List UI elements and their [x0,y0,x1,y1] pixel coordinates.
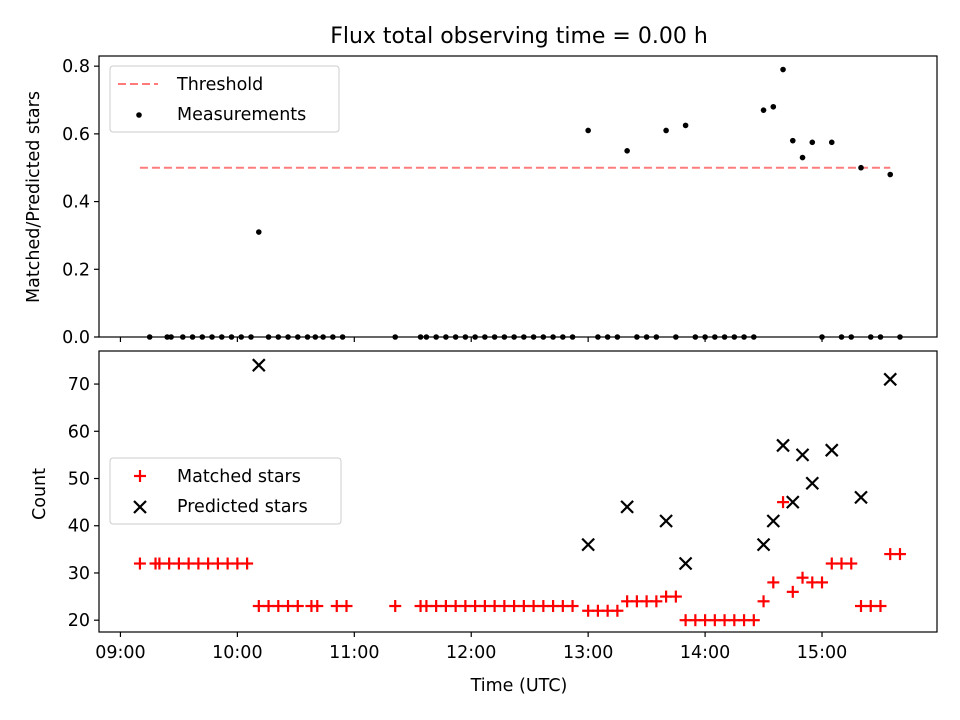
top-ytick-label: 0.6 [62,125,90,145]
matched-star-point [845,557,858,570]
bottom-panel: 20 30 40 50 60 70 09:00 10:00 11:00 12:00 13:00 14… [30,350,938,696]
measurement-point [256,229,262,235]
predicted-star-point [766,514,781,528]
measurement-point [585,127,591,134]
measurement-point [682,122,689,129]
predicted-star-point [756,537,771,552]
top-ytick-label: 0.8 [62,57,90,77]
matched-star-point [777,496,790,509]
bottom-ylabel: Count [30,468,50,520]
top-ylabel: Matched/Predicted stars [24,91,44,303]
predicted-star-point [795,448,810,462]
legend-measurement-swatch [136,112,142,118]
legend-predicted-label: Predicted stars [177,497,308,517]
bottom-ytick-label: 60 [68,422,90,442]
x-tick-label: 12:00 [446,643,496,663]
x-tick-label: 15:00 [797,643,847,663]
bottom-axes-frame [98,350,938,633]
matched-star-point [611,604,624,617]
measurement-point [858,164,864,171]
x-tick-label: 14:00 [680,643,730,663]
matched-star-point [796,571,809,584]
bottom-ytick-label: 40 [68,517,90,537]
top-axes-frame [98,55,938,338]
matched-star-point [874,600,887,613]
matched-star-point [133,557,146,570]
predicted-star-point [659,514,673,528]
measurement-point [663,127,669,134]
matched-star-point [389,600,402,613]
matched-star-point [786,585,799,598]
measurement-point [780,66,786,73]
legend-threshold-label: Threshold [176,75,263,95]
top-panel: 0.00.20.40.60.8 Matched/Predicted stars … [24,55,938,348]
legend-measurements-label: Measurements [177,105,306,125]
bottom-legend: Matched stars Predicted stars [109,457,342,525]
bottom-ytick-label: 20 [68,611,90,631]
matched-star-point [816,576,829,589]
matched-star-point [669,590,682,603]
measurement-point [887,171,894,178]
x-tick-label: 11:00 [329,643,379,663]
predicted-star-point [620,500,634,514]
top-legend: Threshold Measurements [109,65,340,133]
matched-star-point [566,600,579,613]
matched-star-point [747,614,760,627]
matched-star-point [650,595,663,608]
top-legend-box [109,65,340,133]
predicted-star-point [252,358,266,372]
measurement-point [770,103,777,110]
x-tick-label: 13:00 [563,643,613,663]
matched-star-point [893,548,906,561]
matched-star-point [241,557,254,570]
bottom-ytick-label: 30 [68,564,90,584]
matched-star-point [767,576,780,589]
bottom-ytick-label: 50 [68,470,90,490]
matched-star-point [340,600,353,613]
measurement-point [789,137,796,144]
measurement-point [809,139,816,146]
matched-star-point [291,600,304,613]
x-tick-label: 10:00 [212,643,262,663]
legend-matched-label: Matched stars [177,467,301,487]
matched-star-point [757,595,770,608]
predicted-star-point [824,443,839,457]
legend-predicted-swatch [133,500,147,514]
predicted-star-point [581,537,595,552]
x-axis-label: Time (UTC) [470,676,568,696]
predicted-star-point [883,372,898,387]
bottom-ytick-label: 70 [68,375,90,395]
legend-matched-swatch [134,470,146,482]
top-ytick-label: 0.0 [62,328,90,348]
measurement-point [624,147,630,154]
predicted-star-point [678,556,693,571]
measurement-point [828,139,835,146]
predicted-star-point [776,438,790,453]
measurement-point [760,107,767,113]
measurement-point [799,154,806,161]
top-ytick-label: 0.2 [62,260,90,280]
matched-star-point [311,600,324,613]
bottom-legend-box [109,457,342,525]
predicted-star-point [805,476,820,491]
predicted-star-point [854,490,868,505]
top-ytick-label: 0.4 [62,193,90,213]
predicted-star-point [786,495,800,509]
x-tick-label: 09:00 [95,643,145,663]
chart-title: Flux total observing time = 0.00 h [330,24,708,49]
